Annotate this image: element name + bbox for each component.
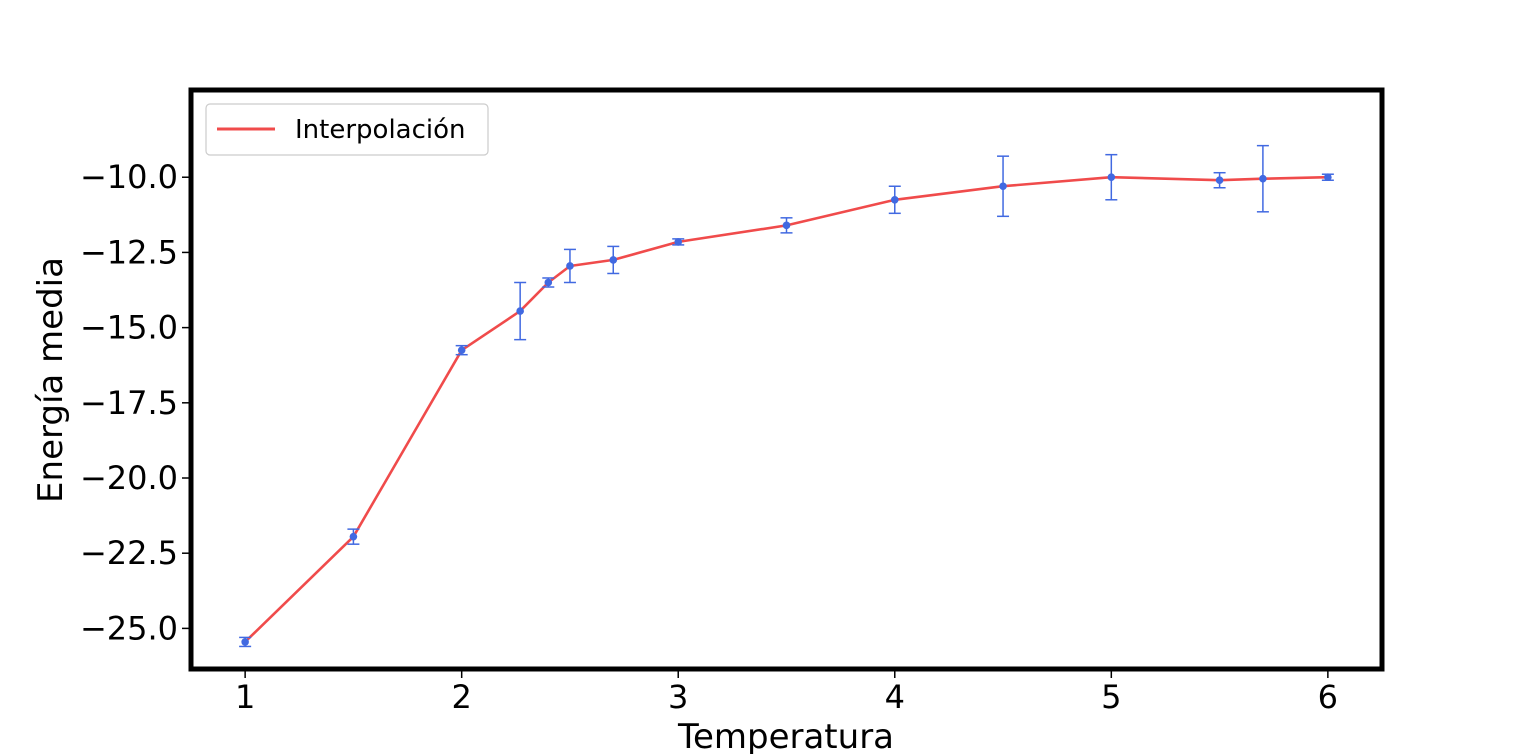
y-tick-label: −17.5 bbox=[80, 384, 178, 422]
y-axis: −25.0 −22.5 −20.0 −17.5 −15.0 −12.5 −10.0 bbox=[80, 158, 191, 647]
y-tick-label: −25.0 bbox=[80, 609, 178, 647]
legend: Interpolación bbox=[205, 103, 489, 156]
plot-frame bbox=[188, 87, 1385, 672]
data-point bbox=[544, 278, 553, 287]
data-point bbox=[1107, 173, 1116, 182]
data-point bbox=[782, 221, 791, 230]
plot-area bbox=[239, 144, 1334, 648]
data-point bbox=[609, 256, 618, 264]
x-tick-label: 2 bbox=[452, 678, 472, 716]
legend-label: Interpolación bbox=[295, 115, 466, 145]
data-point bbox=[349, 532, 358, 541]
legend-box bbox=[205, 103, 489, 156]
y-axis-title: Energía media bbox=[31, 257, 71, 503]
x-axis: 1 2 3 4 5 6 bbox=[235, 669, 1338, 716]
data-point bbox=[1324, 173, 1332, 182]
y-tick-label: −15.0 bbox=[80, 309, 178, 347]
data-point bbox=[999, 182, 1007, 191]
data-point bbox=[890, 195, 899, 204]
data-point bbox=[1259, 174, 1267, 183]
x-tick-label: 5 bbox=[1101, 678, 1121, 716]
y-tick-label: −10.0 bbox=[80, 158, 178, 196]
y-tick-label: −22.5 bbox=[80, 534, 178, 572]
x-tick-label: 3 bbox=[668, 678, 688, 716]
data-point bbox=[241, 638, 249, 646]
y-tick-label: −12.5 bbox=[80, 233, 178, 271]
data-point bbox=[1215, 176, 1224, 185]
y-tick-label: −20.0 bbox=[80, 459, 178, 497]
x-tick-label: 6 bbox=[1318, 678, 1338, 716]
data-point bbox=[674, 238, 683, 246]
data-point bbox=[516, 307, 524, 315]
data-point bbox=[457, 346, 466, 354]
x-tick-label: 1 bbox=[235, 678, 255, 716]
data-point bbox=[566, 262, 574, 270]
x-axis-title: Temperatura bbox=[677, 717, 894, 754]
x-tick-label: 4 bbox=[885, 678, 905, 716]
